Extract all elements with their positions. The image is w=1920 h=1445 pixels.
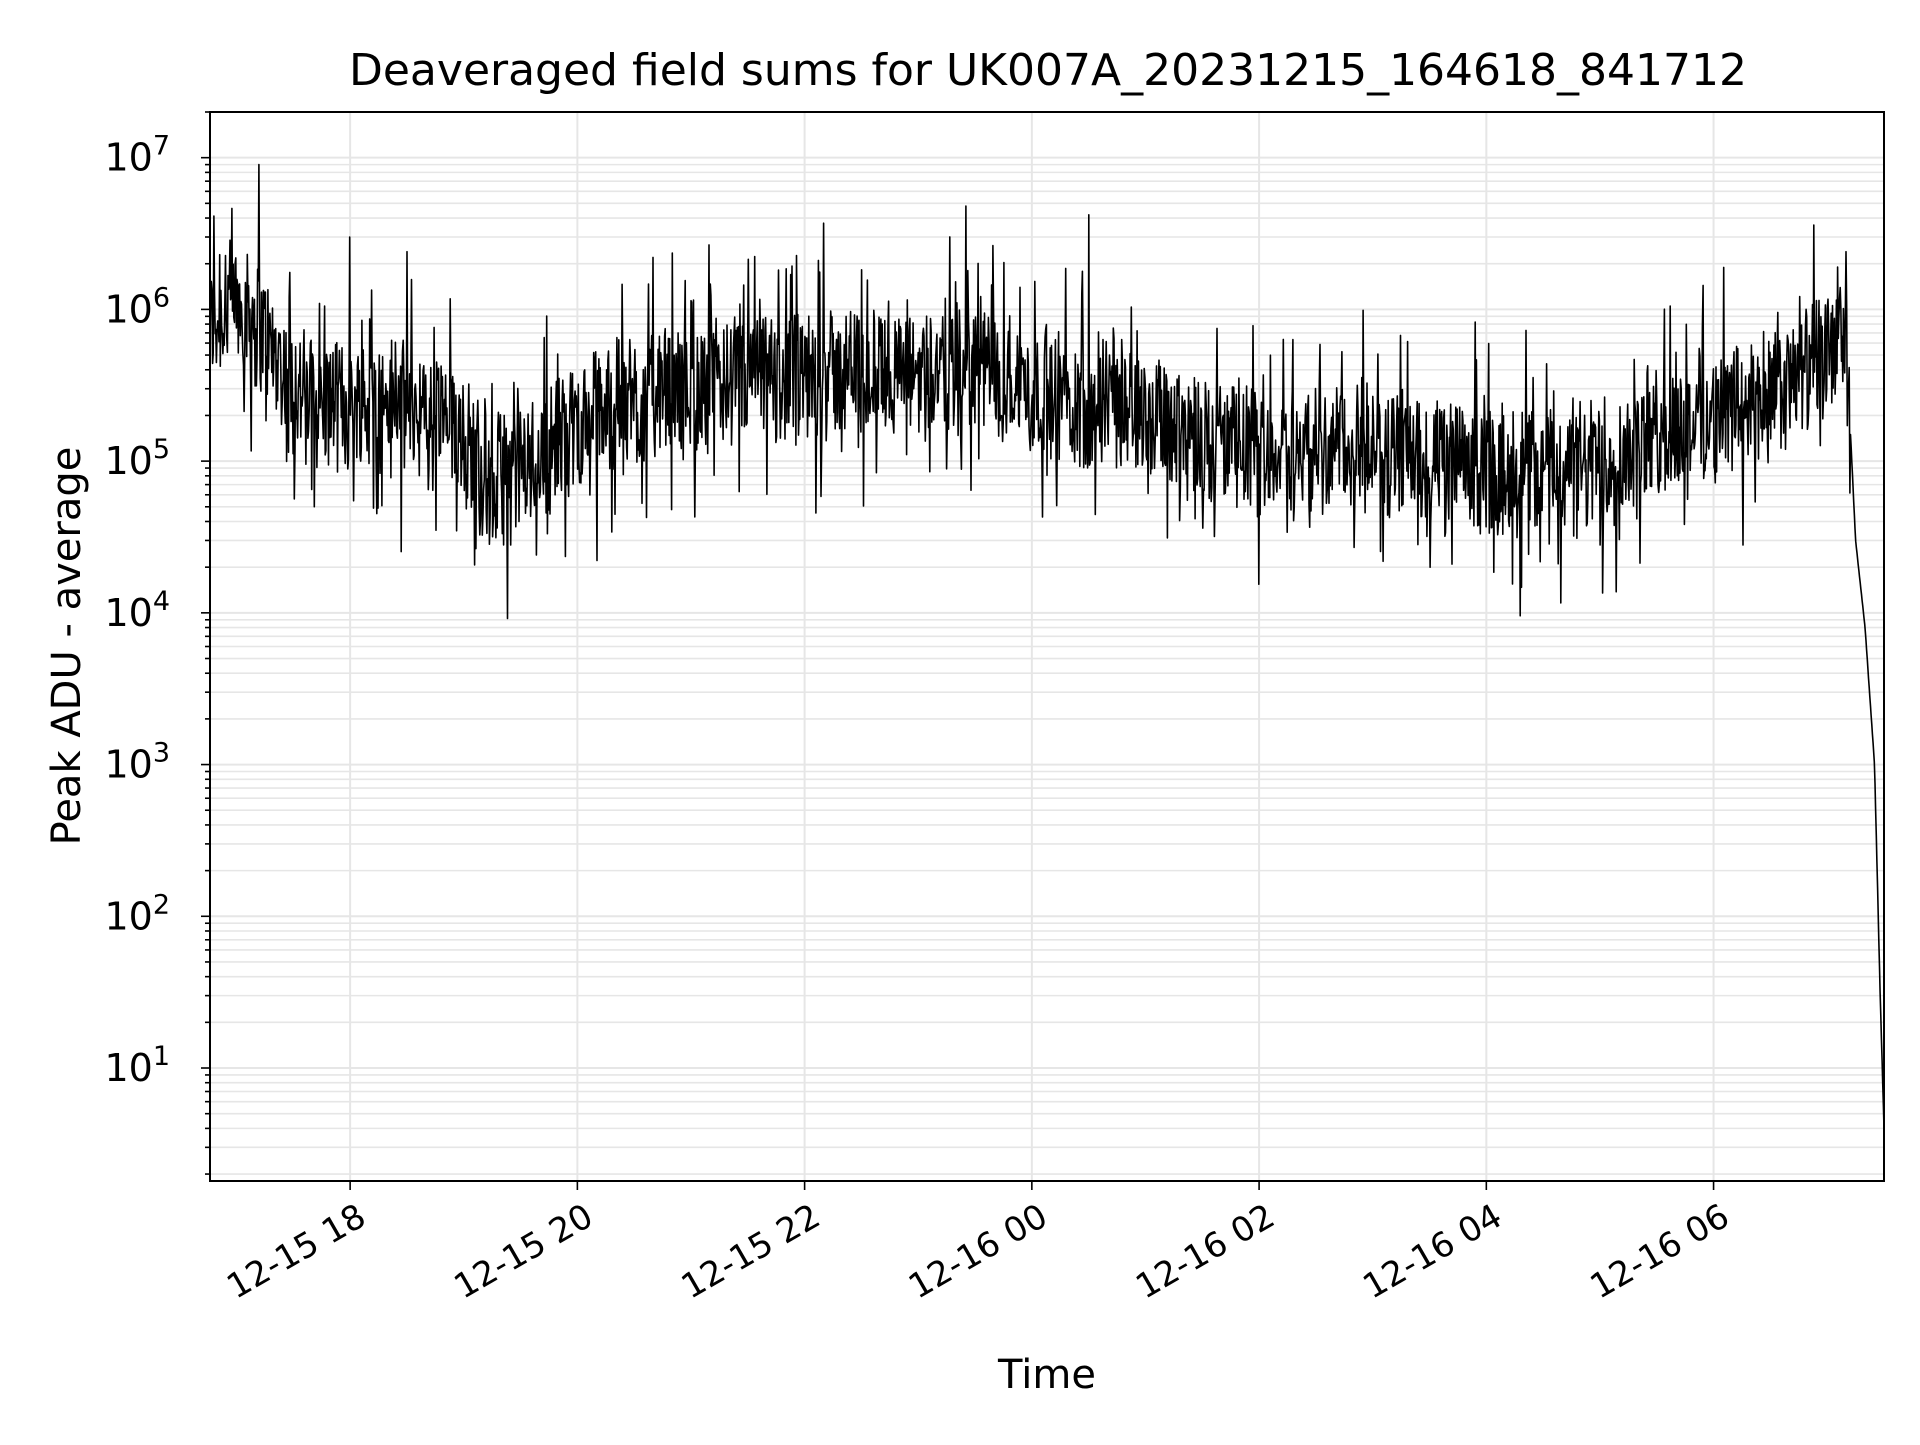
x-tick-label: 12-16 06 bbox=[1584, 1196, 1736, 1307]
x-tick-label: 12-15 22 bbox=[675, 1196, 827, 1307]
x-tick-label: 12-16 02 bbox=[1129, 1196, 1281, 1307]
x-axis-label: Time bbox=[997, 1352, 1096, 1398]
x-tick-label: 12-15 20 bbox=[447, 1196, 599, 1307]
chart-title: Deaveraged field sums for UK007A_2023121… bbox=[349, 45, 1747, 96]
y-axis-label: Peak ADU - average bbox=[44, 447, 90, 846]
y-tick-label: 103 bbox=[104, 738, 170, 787]
series-line bbox=[209, 163, 1885, 1129]
x-tick-label: 12-15 18 bbox=[220, 1196, 372, 1307]
y-tick-label: 107 bbox=[104, 131, 170, 180]
y-tick-label: 101 bbox=[104, 1041, 170, 1090]
y-tick-label: 105 bbox=[104, 434, 170, 483]
y-tick-label: 106 bbox=[104, 282, 170, 331]
x-tick-label: 12-16 00 bbox=[902, 1196, 1054, 1307]
x-tick-label: 12-16 04 bbox=[1356, 1196, 1508, 1307]
y-tick-label: 104 bbox=[104, 586, 170, 635]
y-tick-label: 102 bbox=[104, 889, 170, 938]
grid-layer bbox=[210, 111, 1884, 1181]
